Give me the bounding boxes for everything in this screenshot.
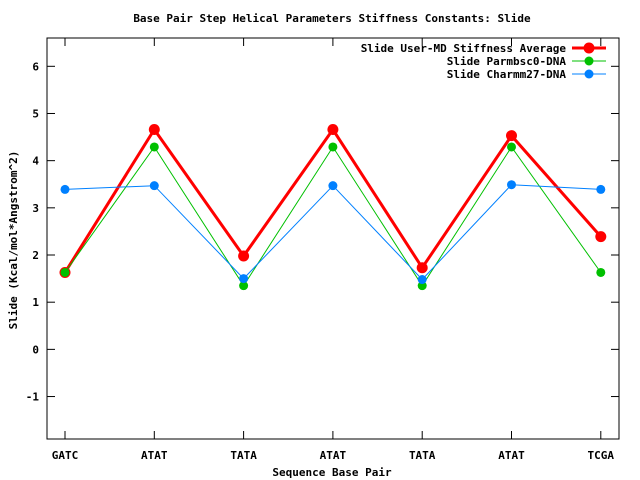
x-tick-label: ATAT — [320, 449, 347, 462]
y-axis-label: Slide (Kcal/mol*Angstrom^2) — [7, 151, 20, 330]
data-point — [596, 267, 606, 277]
y-tick-label: 4 — [32, 155, 39, 168]
data-point — [328, 181, 338, 191]
data-point — [327, 124, 339, 136]
legend-marker — [584, 69, 594, 79]
x-tick-label: TATA — [230, 449, 257, 462]
y-tick-label: 0 — [32, 343, 39, 356]
x-axis-label: Sequence Base Pair — [272, 466, 392, 479]
legend-marker — [583, 42, 595, 54]
legend-label: Slide User-MD Stiffness Average — [361, 42, 567, 55]
x-tick-label: TATA — [409, 449, 436, 462]
data-point — [328, 142, 338, 152]
chart-title: Base Pair Step Helical Parameters Stiffn… — [133, 12, 531, 25]
y-tick-label: -1 — [26, 391, 40, 404]
data-point — [149, 142, 159, 152]
y-tick-label: 6 — [32, 60, 39, 73]
data-point — [596, 184, 606, 194]
series-layer — [59, 124, 607, 291]
y-axis: -1 0 1 2 3 4 5 6 — [26, 60, 619, 404]
y-tick-label: 3 — [32, 202, 39, 215]
data-point — [239, 281, 249, 291]
y-tick-label: 2 — [32, 249, 39, 262]
x-tick-label: ATAT — [141, 449, 168, 462]
data-point — [60, 184, 70, 194]
y-tick-label: 1 — [32, 296, 39, 309]
data-point — [595, 231, 607, 243]
data-point — [239, 274, 249, 284]
series-1 — [59, 124, 607, 278]
legend-marker — [584, 56, 594, 66]
x-tick-label: TCGA — [588, 449, 615, 462]
x-tick-label: GATC — [52, 449, 79, 462]
y-tick-label: 5 — [32, 107, 39, 120]
data-point — [417, 275, 427, 285]
series-3 — [60, 180, 606, 285]
legend-label: Slide Parmbsc0-DNA — [447, 55, 567, 68]
x-tick-label: ATAT — [498, 449, 525, 462]
series-line — [64, 184, 601, 281]
legend-label: Slide Charmm27-DNA — [447, 68, 567, 81]
data-point — [238, 250, 250, 262]
data-point — [416, 262, 428, 274]
series-2 — [60, 142, 606, 291]
x-axis: GATC ATAT TATA ATAT TATA ATAT TCGA — [52, 38, 615, 462]
series-line — [64, 146, 602, 287]
plot-frame — [46, 37, 620, 440]
data-point — [149, 181, 159, 191]
data-point — [60, 267, 70, 277]
data-point — [148, 124, 160, 136]
data-point — [506, 130, 517, 142]
data-point — [507, 142, 516, 152]
data-point — [507, 180, 516, 190]
